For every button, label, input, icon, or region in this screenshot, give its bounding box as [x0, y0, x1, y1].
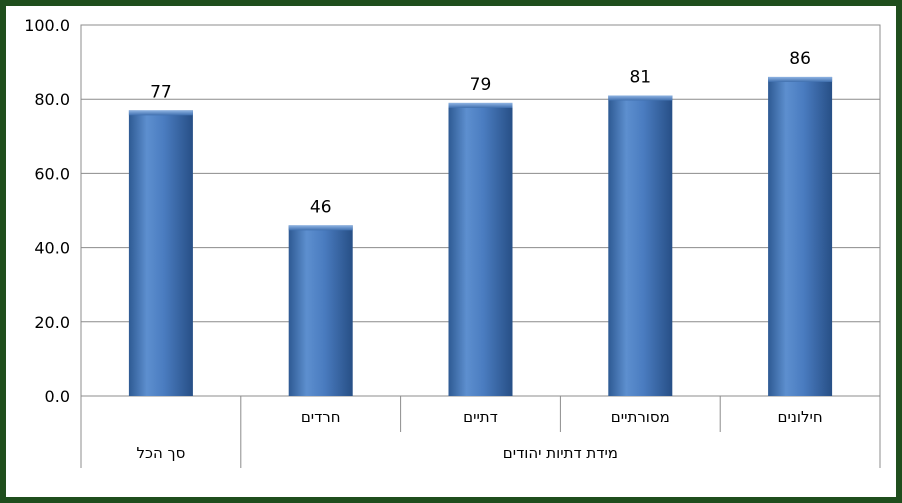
bar — [128, 110, 193, 396]
bar-cap — [768, 76, 833, 82]
category-label: מסורתיים — [611, 408, 670, 426]
y-tick-label: 20.0 — [34, 313, 70, 332]
data-label: 77 — [150, 82, 172, 102]
bar-cap — [128, 110, 193, 116]
group-label: מידת דתיות יהודים — [503, 444, 618, 462]
data-label: 81 — [629, 67, 651, 87]
data-label: 86 — [789, 49, 811, 69]
group-label: סך הכל — [136, 444, 185, 462]
bar-cap — [608, 95, 673, 101]
labels: 0.0 20.0 40.0 60.0 80.0 100.0 77 46 79 81 86 חרדים ד… — [24, 16, 822, 462]
y-tick-label: 80.0 — [34, 90, 70, 109]
bar-chart: 0.0 20.0 40.0 60.0 80.0 100.0 77 46 79 81 86 חרדים ד… — [24, 16, 881, 468]
data-label: 46 — [310, 197, 332, 217]
data-label: 79 — [470, 75, 492, 95]
y-tick-label: 40.0 — [34, 239, 70, 258]
axes — [80, 396, 881, 468]
y-tick-label: 100.0 — [24, 16, 70, 35]
y-tick-label: 60.0 — [34, 164, 70, 183]
category-label: חילונים — [778, 408, 823, 426]
y-tick-label: 0.0 — [45, 387, 70, 406]
bar — [448, 102, 513, 396]
bar-cap — [288, 225, 353, 231]
bar-cap — [448, 102, 513, 108]
category-label: חרדים — [301, 408, 341, 426]
bar — [288, 225, 353, 396]
bar — [608, 95, 673, 397]
category-label: דתיים — [463, 408, 498, 426]
bar — [768, 76, 833, 396]
bars — [128, 76, 833, 397]
